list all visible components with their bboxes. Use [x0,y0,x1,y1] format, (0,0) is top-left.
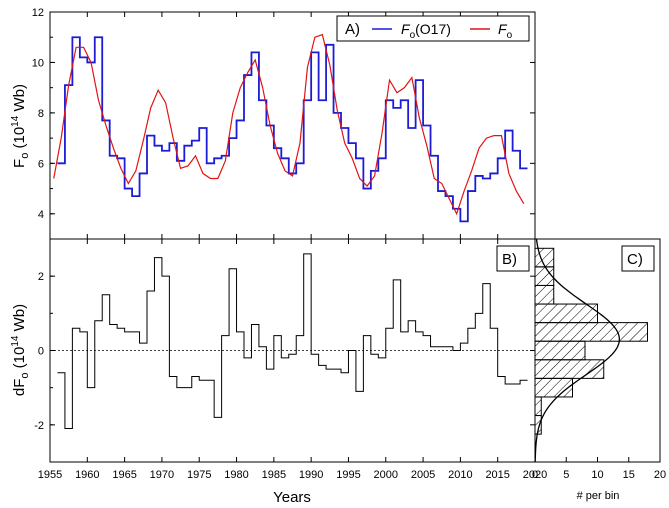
series-dfo-step-line [57,253,528,430]
panel-b-label-box [496,245,530,272]
panel-b-ylabel-main: dF [11,379,28,397]
panel-a-ytick-label: 4 [38,209,44,221]
panel-a-ylabel-exp: 14 [10,115,21,127]
legend-fo17-sub: o [410,30,416,41]
panel-a-ytick-label: 6 [38,158,44,170]
histogram-bar-5 [534,322,648,342]
panel-b-xtick-label: 1965 [112,469,136,481]
legend-fo17-main: F [401,21,411,37]
panel-a-ylabel-unit: (10 [11,127,28,153]
gaussian-fit-curve [534,238,621,463]
panel-c-xtick-label: 20 [654,469,666,481]
panel-b-ylabel-end: Wb) [11,304,28,336]
panel-b-xtick-label: 1960 [75,469,99,481]
x-axis-title: Years [273,489,311,506]
ticks-layer [49,11,661,463]
panel-b-xtick-label: 2010 [448,469,472,481]
panel-a-y-axis-title: Fo (1014 Wb) [10,84,31,168]
panel-c-xtick-label: 10 [591,469,603,481]
histogram-bar-1 [534,396,542,417]
panel-b-y-axis-title: dFo (1014 Wb) [10,304,31,396]
histogram-bar-2 [534,377,573,398]
panel-b-xtick-label: 1970 [150,469,174,481]
panel-b-ytick-label: -2 [34,420,44,432]
series-fo17-step-line [57,36,528,223]
panel-c-xtick-label: 15 [623,469,635,481]
panel-a-ytick-label: 8 [38,108,44,120]
panel-a-frame [49,11,536,240]
panel-a-label: A) [345,21,360,38]
panel-b-ytick-label: 0 [38,346,44,358]
panel-b-ylabel-exp: 14 [10,335,21,347]
panel-b-ylabel-sub: o [19,373,31,379]
panel-a-ytick-label: 10 [32,57,44,69]
label-layer: 4 6 8 10 12 1955 1960 1965 1970 1975 1980 1985 1990 1… [32,7,666,481]
panel-b-xtick-label: 2005 [411,469,435,481]
panel-b-xtick-label: 1980 [224,469,248,481]
series-fo-line [53,33,525,216]
panel-b-xtick-label: 1975 [187,469,211,481]
panel-b-xtick-label: 1985 [262,469,286,481]
panel-c-x-axis-title: # per bin [577,490,620,502]
panel-b-xtick-label: 1990 [299,469,323,481]
panel-b-xtick-label: 2000 [374,469,398,481]
legend-fo17-rest: (O17) [415,21,451,37]
histogram-bar-6 [534,303,598,324]
panel-b-label: B) [502,251,517,268]
panel-b-xtick-label: 1955 [38,469,62,481]
histogram-bar-7 [534,284,555,305]
panel-a-ylabel-end: Wb) [11,84,28,116]
panel-c-xtick-label: 0 [532,469,538,481]
histogram-bar-4 [534,340,586,361]
panel-c-xtick-label: 5 [563,469,569,481]
panel-a-legend-box [336,15,530,42]
panel-b-ylabel-unit: (10 [11,347,28,373]
legend-fo-sub: o [507,30,513,41]
panel-b-xtick-label: 2020 [523,469,547,481]
panel-b-xtick-label: 1995 [336,469,360,481]
panel-a-ytick-label: 12 [32,7,44,19]
legend-fo-main: F [498,21,508,37]
legend-label-fo: Fo [498,21,513,41]
histogram-bar-8 [534,266,555,286]
panel-b-ytick-label: 2 [38,271,44,283]
panel-c-label-box [621,245,655,272]
panel-c-label: C) [627,251,643,268]
panel-a-ylabel-main: F [11,159,28,168]
data-layer [50,33,648,463]
panel-b-xtick-label: 2015 [485,469,509,481]
panel-a-ylabel-sub: o [19,153,31,159]
legend-label-fo17: Fo(O17) [401,21,451,41]
